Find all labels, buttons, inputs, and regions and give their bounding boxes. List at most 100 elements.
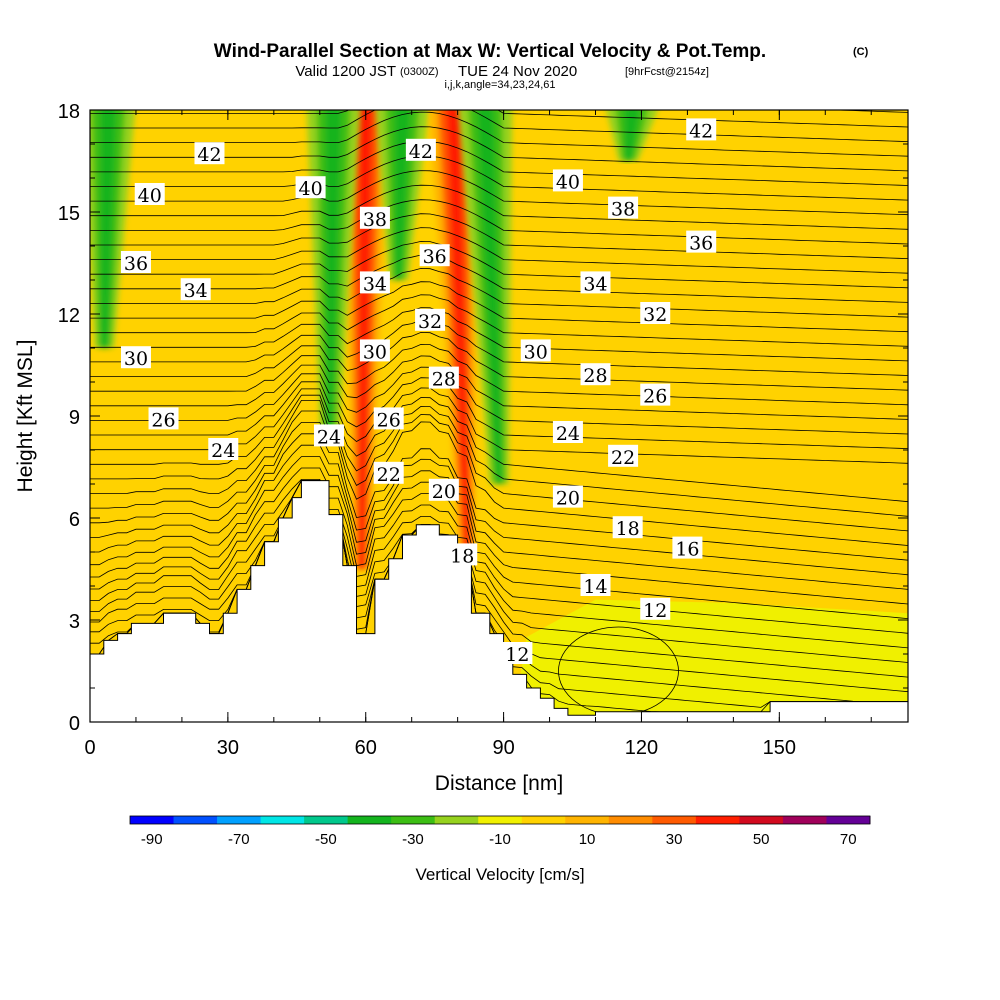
label-box: [428, 366, 459, 389]
theta-contour: [90, 140, 908, 186]
theta-contour: [90, 227, 908, 274]
theta-label: 30: [359, 339, 390, 363]
theta-label: 12: [640, 597, 671, 622]
theta-contour: [90, 366, 908, 435]
theta-contour: [90, 331, 908, 391]
colorbar: -90 -70 -50 -30 -10 10 30 50 70: [129, 815, 871, 848]
theta-contour: [90, 111, 908, 157]
theta-label-text: 12: [643, 600, 667, 622]
vv-weak-zone: [512, 599, 908, 722]
chart-title: Wind-Parallel Section at Max W: Vertical…: [214, 41, 766, 62]
label-box: [447, 543, 478, 566]
theta-label: 42: [405, 138, 436, 163]
theta-contour: [90, 307, 908, 362]
theta-label-text: 30: [524, 341, 548, 363]
label-box: [552, 485, 583, 508]
theta-label: 24: [313, 424, 344, 448]
theta-contour: [90, 170, 908, 216]
contour-labels: 42 40 36 34 30 26 24 40 38 34 30 26 24 22 42 36 32 28 20 18…: [120, 118, 717, 666]
theta-label-text: 38: [363, 209, 387, 231]
theta-label: 22: [608, 444, 639, 469]
theta-contour: [90, 319, 908, 376]
valid-date: TUE 24 Nov 2020: [458, 63, 577, 80]
label-box: [373, 407, 404, 430]
colorbar-label: Vertical Velocity [cm/s]: [415, 865, 584, 884]
theta-label: 30: [520, 339, 551, 363]
theta-contour: [90, 480, 908, 693]
colorbar-swatch: [130, 816, 175, 824]
colorbar-swatch: [391, 816, 436, 824]
theta-contour: [90, 110, 908, 142]
theta-label: 40: [134, 183, 165, 207]
copyright-mark: (C): [853, 46, 869, 58]
label-box: [640, 383, 671, 406]
theta-label-text: 26: [643, 386, 667, 408]
colorbar-tick-label: 30: [666, 831, 683, 848]
label-box: [672, 536, 703, 559]
theta-label-text: 28: [432, 369, 456, 391]
theta-label: 32: [415, 308, 446, 333]
x-tick-label: 120: [625, 737, 658, 759]
valid-time: Valid 1200 JST: [295, 63, 396, 80]
theta-label: 20: [428, 478, 459, 503]
vv-plume-downdraft: [606, 110, 658, 161]
theta-label-text: 12: [505, 644, 529, 666]
y-tick-label: 0: [69, 713, 80, 735]
theta-contour: [90, 400, 908, 517]
theta-label: 22: [373, 461, 404, 486]
colorbar-swatch: [739, 816, 784, 824]
label-box: [359, 271, 390, 294]
y-tick-label: 18: [58, 101, 80, 123]
label-box: [428, 478, 459, 501]
theta-label-text: 18: [616, 518, 640, 540]
colorbar-tick-label: 50: [753, 831, 770, 848]
potential-temperature-contours: [90, 110, 908, 716]
theta-label-text: 42: [197, 144, 221, 166]
x-axis-label: Distance [nm]: [435, 772, 563, 795]
colorbar-tick-label: -70: [228, 831, 250, 848]
colorbar-swatch: [652, 816, 697, 824]
label-box: [120, 346, 151, 369]
theta-contour: [90, 155, 908, 201]
colorbar-swatch: [260, 816, 305, 824]
theta-label-text: 30: [124, 348, 148, 370]
theta-label: 26: [148, 407, 179, 431]
theta-label-text: 14: [583, 576, 607, 598]
vv-plume-core: [325, 110, 342, 433]
vv-plume-core: [446, 110, 470, 552]
colorbar-swatch: [304, 816, 349, 824]
theta-label-text: 34: [184, 280, 208, 302]
theta-label-text: 24: [556, 423, 580, 445]
label-box: [373, 461, 404, 484]
y-tick-label: 15: [58, 203, 80, 225]
theta-contour: [90, 480, 908, 663]
theta-label-text: 28: [583, 365, 607, 387]
theta-label: 30: [120, 346, 151, 370]
valid-utc: (0300Z): [400, 66, 439, 78]
theta-label: 38: [359, 206, 390, 231]
theta-label: 34: [180, 278, 211, 302]
theta-contour: [90, 213, 908, 259]
theta-label: 32: [640, 302, 671, 326]
label-box: [359, 339, 390, 362]
theta-label-text: 40: [138, 185, 162, 207]
theta-contour: [90, 240, 908, 289]
theta-contour: [90, 421, 908, 546]
theta-label: 40: [552, 169, 583, 193]
label-box: [580, 574, 611, 596]
colorbar-tick-label: -30: [402, 831, 424, 848]
colorbar-tick-label: -10: [489, 831, 511, 848]
theta-label-text: 34: [363, 273, 387, 295]
colorbar-swatch: [521, 816, 566, 824]
theta-label: 28: [580, 363, 611, 387]
label-box: [608, 196, 639, 219]
theta-contour: [90, 355, 908, 420]
theta-label: 26: [640, 383, 671, 408]
colorbar-swatch: [782, 816, 827, 824]
colorbar-swatch: [608, 816, 653, 824]
colorbar-swatch: [826, 816, 871, 824]
label-box: [640, 597, 671, 620]
label-box: [134, 183, 165, 205]
theta-label-text: 38: [611, 199, 635, 221]
